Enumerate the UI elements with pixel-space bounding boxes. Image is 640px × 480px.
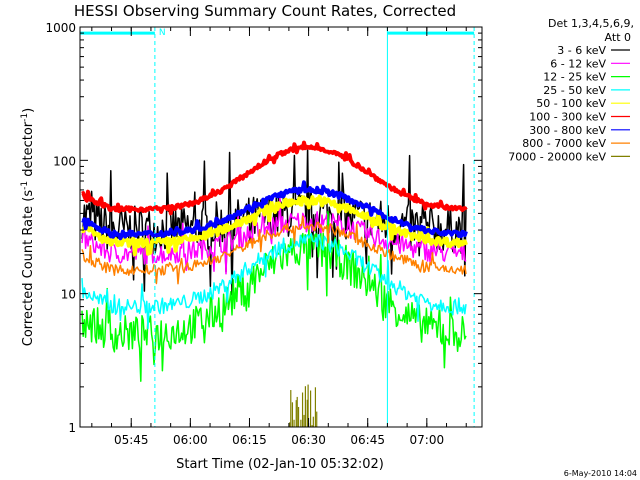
y-axis: 1 10 100 1000	[45, 21, 482, 435]
x-tick-label: 06:30	[291, 433, 326, 447]
y-tick-label: 1	[68, 421, 76, 435]
y-tick-label: 1000	[45, 21, 76, 35]
series-line	[81, 180, 468, 241]
x-tick-label: 07:00	[410, 433, 445, 447]
series-line	[81, 211, 467, 382]
chart-title: HESSI Observing Summary Count Rates, Cor…	[74, 2, 456, 20]
x-tick-label: 05:45	[114, 433, 149, 447]
legend-label: 6 - 12 keV	[550, 57, 606, 70]
x-tick-label: 06:45	[350, 433, 385, 447]
legend-label: 100 - 300 keV	[529, 111, 606, 124]
footer-date: 6-May-2010 14:04	[564, 469, 637, 478]
y-axis-label: Corrected Count Rate (s-1 detector-1)	[20, 108, 36, 346]
legend-label: 3 - 6 keV	[557, 44, 606, 57]
y-tick-label: 10	[61, 288, 76, 302]
x-tick-label: 06:00	[173, 433, 208, 447]
legend-label: 800 - 7000 keV	[522, 137, 606, 150]
legend-label: 7000 - 20000 keV	[508, 150, 606, 163]
series-line	[81, 233, 467, 330]
series-line	[81, 215, 467, 285]
legend-label: 300 - 800 keV	[529, 124, 606, 137]
x-axis-label: Start Time (02-Jan-10 05:32:02)	[176, 457, 384, 472]
x-tick-label: 06:15	[232, 433, 267, 447]
y-tick-label: 100	[53, 154, 76, 168]
series-line	[81, 140, 468, 216]
x-axis: 05:45 06:00 06:15 06:30 06:45 07:00	[91, 27, 467, 447]
legend-header-line2: Att 0	[605, 31, 631, 44]
series-line	[81, 194, 468, 257]
plot-frame	[79, 26, 483, 428]
legend-label: 50 - 100 keV	[536, 97, 606, 110]
series-layer	[81, 140, 468, 427]
legend-label: 25 - 50 keV	[543, 84, 606, 97]
legend-header-line1: Det 1,3,4,5,6,9,	[548, 17, 634, 30]
legend-label: 12 - 25 keV	[543, 71, 606, 84]
night-flag-label: N	[159, 28, 166, 38]
plot-area: N 1 10 100 1000 05:45 06:00 06:15 06:30 06:45 07…	[45, 21, 483, 447]
